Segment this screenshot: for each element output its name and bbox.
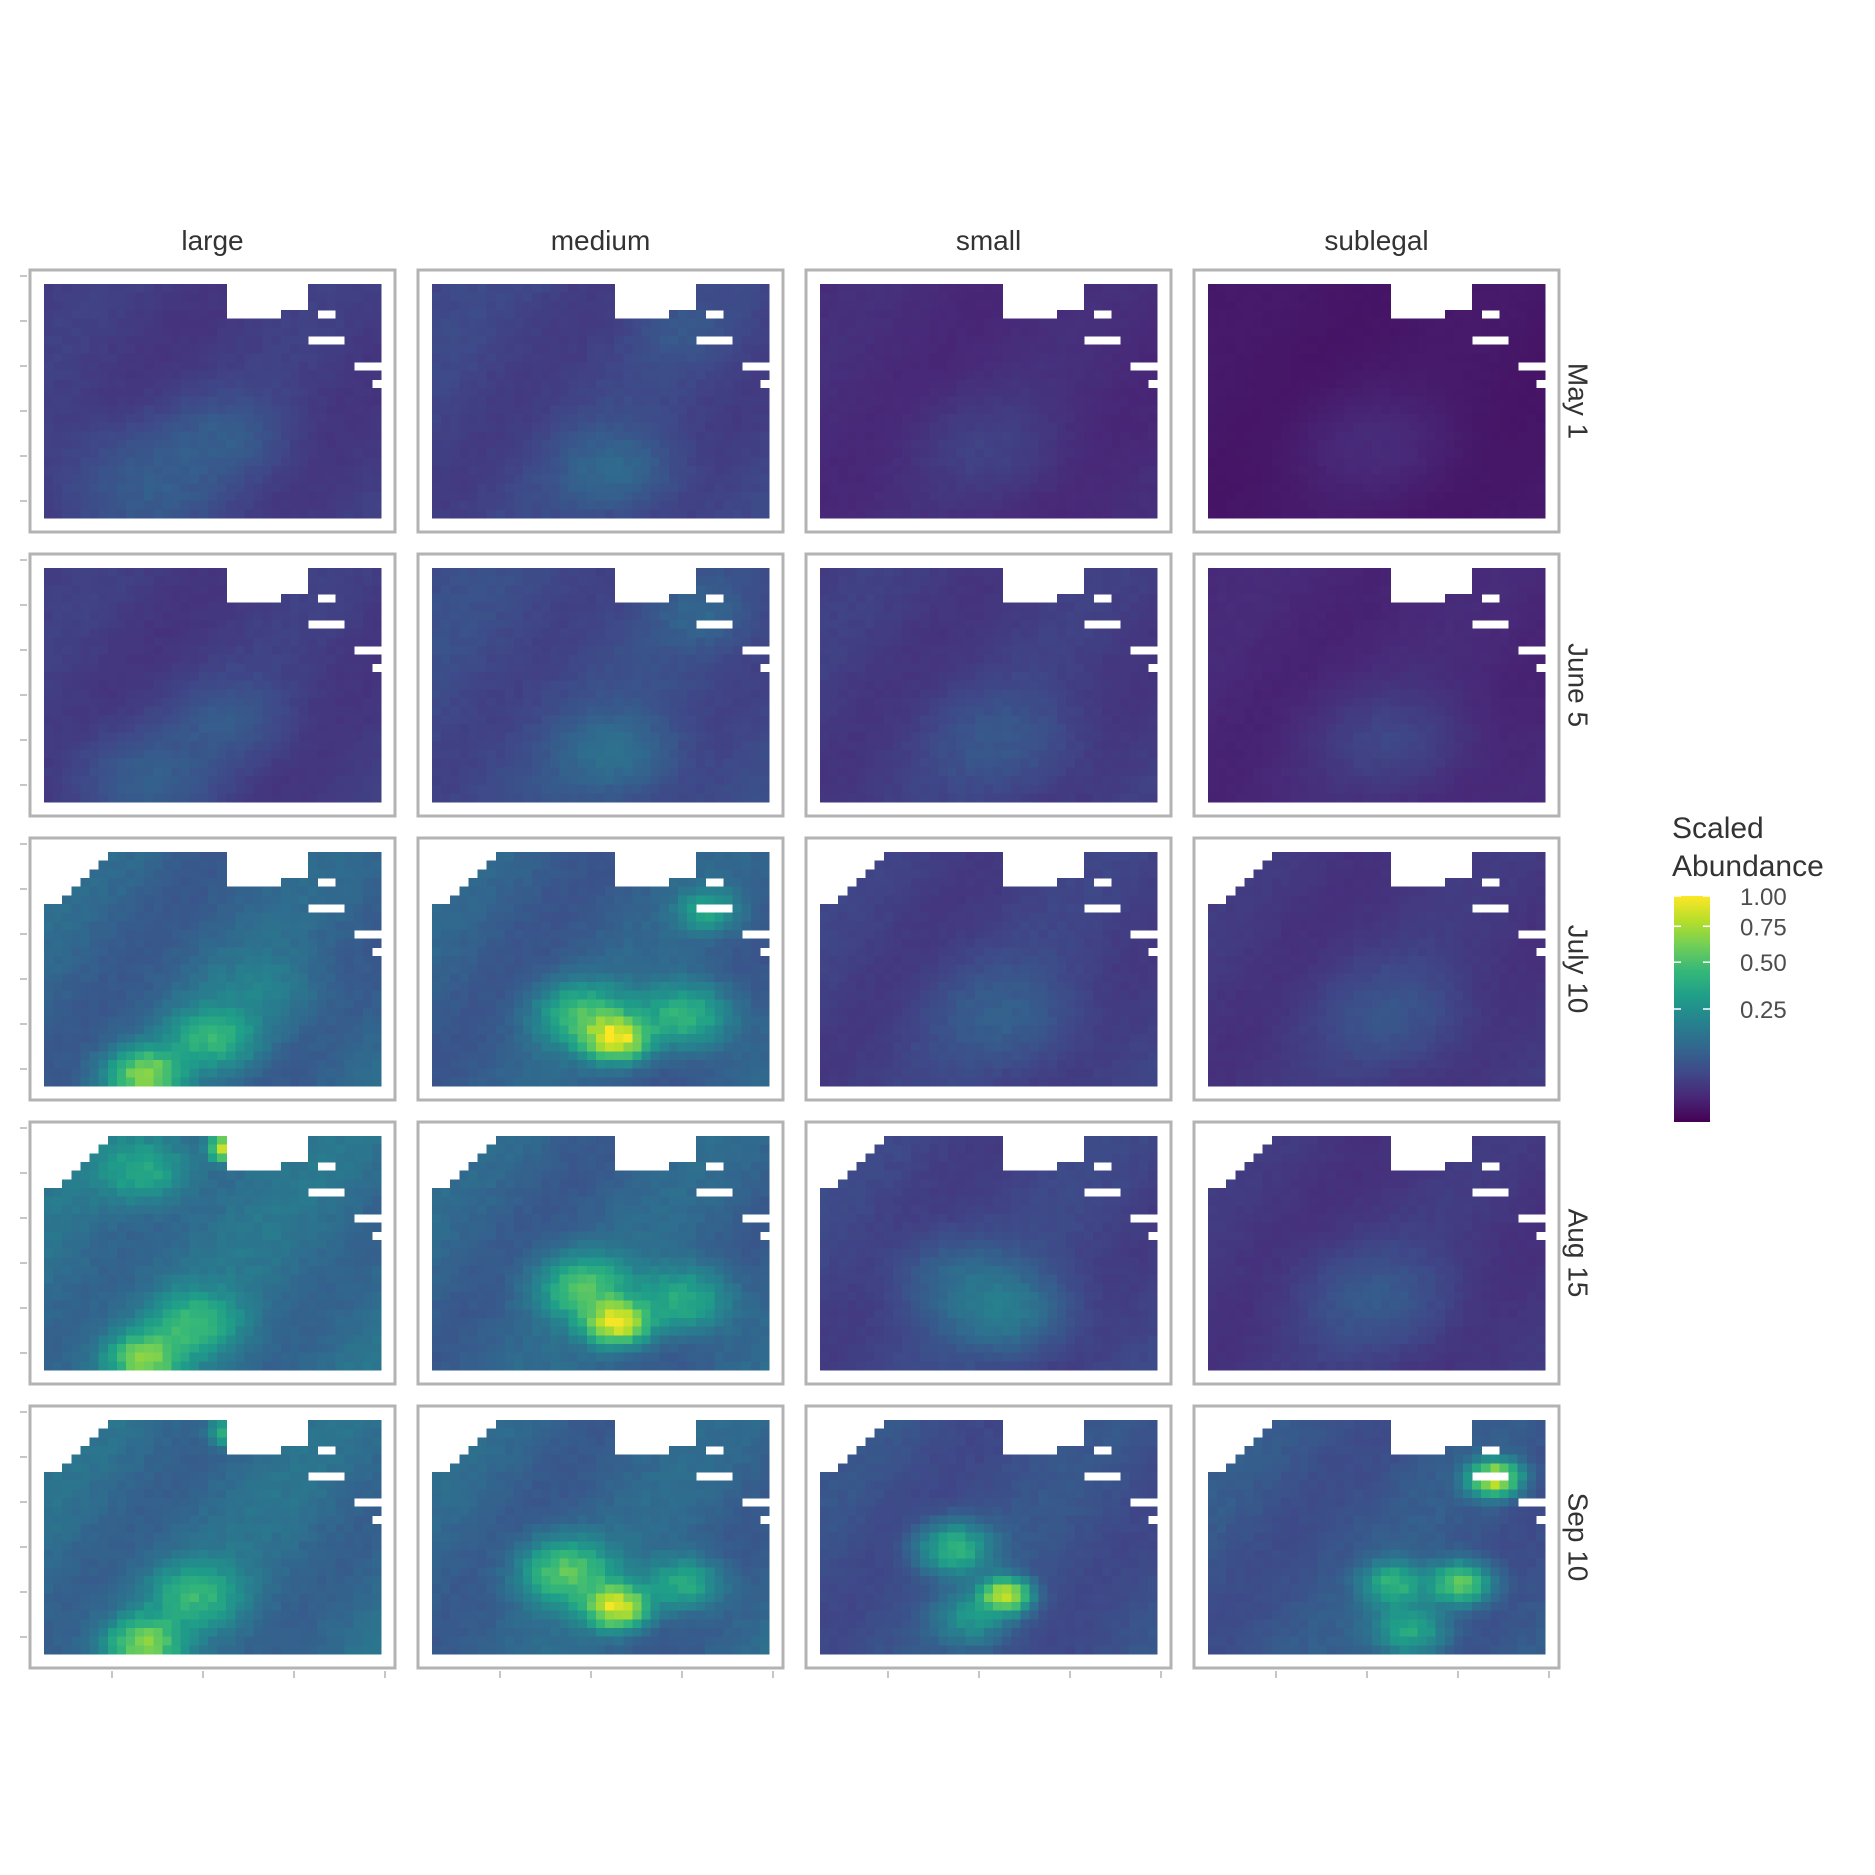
panel-may-1-large	[28, 268, 397, 534]
colorbar-legend: Scaled Abundance 1.00 0.75 0.50 0.25	[1672, 812, 1824, 1122]
heatmap-cells	[820, 568, 1158, 803]
heatmap-cells	[44, 284, 382, 519]
legend-tick-label: 0.50	[1740, 950, 1787, 977]
axis-ticks	[20, 275, 1550, 1678]
row-label-sep-10: Sep 10	[1563, 1493, 1594, 1582]
heatmap-cells	[820, 1420, 1158, 1655]
legend-tick-label: 0.25	[1740, 997, 1787, 1024]
legend-tick-label: 0.75	[1740, 914, 1787, 941]
row-label-june-5: June 5	[1563, 643, 1594, 727]
panel-aug-15-small	[804, 1120, 1173, 1386]
panel-may-1-sublegal	[1192, 268, 1561, 534]
heatmap-cells	[820, 1136, 1158, 1371]
legend-ticks: 1.00 0.75 0.50 0.25	[1674, 884, 1787, 1024]
panel-sep-10-medium	[416, 1404, 785, 1670]
panel-aug-15-medium	[416, 1120, 785, 1386]
legend-tick-label: 1.00	[1740, 884, 1787, 911]
panel-july-10-medium	[416, 836, 785, 1102]
heatmap-cells	[432, 852, 770, 1087]
panel-july-10-sublegal	[1192, 836, 1561, 1102]
heatmap-cells	[432, 1136, 770, 1371]
panel-july-10-large	[28, 836, 397, 1102]
legend-title-line-1: Scaled	[1672, 812, 1764, 845]
column-label-small: small	[956, 225, 1021, 256]
row-strip-labels: May 1 June 5 July 10 Aug 15 Sep 10	[1563, 363, 1594, 1582]
heatmap-cells	[44, 1420, 382, 1655]
panel-sep-10-large	[28, 1404, 397, 1670]
row-label-aug-15: Aug 15	[1563, 1209, 1594, 1298]
panel-june-5-large	[28, 552, 397, 818]
panel-july-10-small	[804, 836, 1173, 1102]
column-label-sublegal: sublegal	[1324, 225, 1428, 256]
heatmap-cells	[1208, 568, 1546, 803]
row-label-may-1: May 1	[1563, 363, 1594, 439]
row-label-july-10: July 10	[1563, 925, 1594, 1014]
legend-title-line-2: Abundance	[1672, 850, 1824, 883]
panel-june-5-small	[804, 552, 1173, 818]
heatmap-cells	[1208, 852, 1546, 1087]
heatmap-cells	[432, 1420, 770, 1655]
panel-may-1-medium	[416, 268, 785, 534]
heatmap-cells	[1208, 1420, 1546, 1655]
panel-aug-15-sublegal	[1192, 1120, 1561, 1386]
heatmap-cells	[1208, 284, 1546, 519]
heatmap-cells	[432, 568, 770, 803]
heatmap-cells	[44, 568, 382, 803]
panel-may-1-small	[804, 268, 1173, 534]
panel-june-5-medium	[416, 552, 785, 818]
panel-aug-15-large	[28, 1120, 397, 1386]
heatmap-cells	[820, 852, 1158, 1087]
column-label-large: large	[181, 225, 243, 256]
facet-panels	[28, 268, 1561, 1670]
column-strip-labels: large medium small sublegal	[181, 225, 1428, 256]
heatmap-cells	[1208, 1136, 1546, 1371]
column-label-medium: medium	[551, 225, 651, 256]
panel-june-5-sublegal	[1192, 552, 1561, 818]
heatmap-cells	[432, 284, 770, 519]
heatmap-cells	[44, 852, 382, 1087]
heatmap-cells	[44, 1136, 382, 1371]
panel-sep-10-sublegal	[1192, 1404, 1561, 1670]
panel-sep-10-small	[804, 1404, 1173, 1670]
heatmap-cells	[820, 284, 1158, 519]
